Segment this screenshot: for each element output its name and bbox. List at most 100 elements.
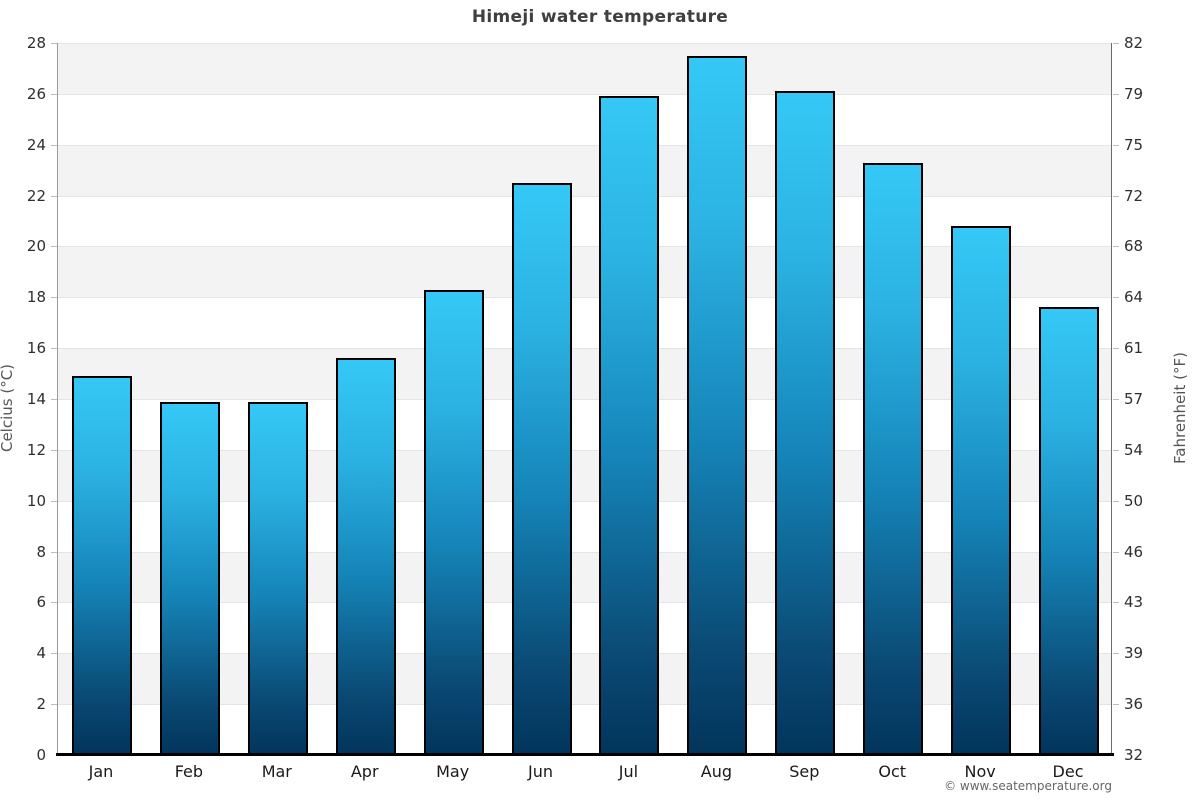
bar-apr: [335, 358, 396, 755]
tick-mark-left: [51, 602, 57, 604]
plot-band: [58, 93, 1111, 145]
y-axis-tick-fahrenheit: 39: [1124, 644, 1144, 663]
bar-sep: [775, 91, 836, 755]
bar-jul: [599, 96, 660, 755]
y-axis-title-fahrenheit: Fahrenheit (°F): [1171, 352, 1189, 464]
y-axis-tick-celsius: 6: [36, 593, 46, 612]
gridline: [58, 449, 1111, 451]
tick-mark-right: [1113, 399, 1119, 400]
plot-band: [58, 246, 1111, 298]
plot-band: [58, 297, 1111, 349]
y-axis-tick-fahrenheit: 61: [1124, 339, 1144, 358]
tick-mark-left: [51, 704, 57, 706]
tick-mark-right: [1113, 43, 1119, 44]
plot-band: [58, 195, 1111, 247]
tick-mark-right: [1113, 348, 1119, 350]
plot-band: [58, 348, 1111, 399]
y-axis-tick-celsius: 18: [26, 288, 46, 307]
tick-mark-right: [1113, 500, 1119, 502]
y-axis-tick-celsius: 22: [26, 186, 46, 205]
gridline: [58, 500, 1111, 502]
x-axis-label: Sep: [789, 762, 820, 781]
tick-mark-right: [1113, 602, 1119, 604]
y-axis-tick-fahrenheit: 50: [1124, 491, 1144, 510]
y-axis-tick-celsius: 16: [26, 339, 46, 358]
tick-mark-left: [51, 43, 57, 44]
copyright-footer: © www.seatemperature.org: [944, 779, 1112, 793]
x-axis-label: Oct: [878, 762, 907, 781]
gridline: [58, 195, 1111, 197]
gridline: [58, 43, 1111, 44]
bar-dec: [1039, 307, 1100, 755]
x-axis-label: Apr: [350, 762, 379, 781]
plot-band: [58, 704, 1111, 755]
tick-mark-left: [51, 399, 57, 400]
gridline: [58, 246, 1111, 248]
tick-mark-right: [1113, 246, 1119, 248]
plot-band: [58, 602, 1111, 654]
plot-area: [57, 43, 1112, 756]
y-axis-tick-celsius: 12: [26, 440, 46, 459]
y-axis-tick-celsius: 20: [26, 237, 46, 256]
gridline: [58, 297, 1111, 299]
plot-band: [58, 500, 1111, 552]
y-axis-tick-fahrenheit: 72: [1124, 186, 1144, 205]
y-axis-tick-celsius: 0: [36, 746, 46, 764]
gridline: [58, 399, 1111, 400]
tick-mark-left: [51, 551, 57, 553]
x-axis-label: May: [436, 762, 470, 781]
y-axis-tick-celsius: 24: [26, 135, 46, 154]
y-axis-tick-fahrenheit: 43: [1124, 593, 1144, 612]
tick-mark-right: [1113, 93, 1119, 95]
y-axis-tick-celsius: 14: [26, 390, 46, 408]
gridline: [58, 144, 1111, 146]
chart-title: Himeji water temperature: [471, 7, 729, 27]
bar-aug: [687, 55, 748, 755]
x-axis-line: [56, 753, 1114, 756]
y-axis-tick-celsius: 8: [36, 542, 46, 561]
bar-feb: [159, 401, 220, 755]
x-axis-label: Dec: [1052, 762, 1084, 781]
plot-band: [58, 551, 1111, 603]
y-axis-tick-fahrenheit: 68: [1124, 237, 1144, 256]
x-axis-label: Jul: [618, 762, 639, 781]
y-axis-tick-celsius: 4: [36, 644, 46, 663]
x-axis-label: Mar: [261, 762, 292, 781]
y-axis-tick-celsius: 26: [26, 84, 46, 103]
bar-nov: [951, 226, 1012, 755]
plot-band: [58, 144, 1111, 196]
y-axis-tick-fahrenheit: 46: [1124, 542, 1144, 561]
plot-band: [58, 449, 1111, 501]
bar-may: [423, 289, 484, 755]
tick-mark-left: [51, 246, 57, 248]
tick-mark-left: [51, 195, 57, 197]
gridline: [58, 348, 1111, 350]
plot-band: [58, 43, 1111, 94]
y-axis-tick-fahrenheit: 54: [1124, 440, 1144, 459]
tick-mark-left: [51, 348, 57, 350]
y-axis-tick-fahrenheit: 64: [1124, 288, 1144, 307]
gridline: [58, 704, 1111, 706]
x-axis-label: Jun: [528, 762, 554, 781]
tick-mark-right: [1113, 195, 1119, 197]
tick-mark-left: [51, 500, 57, 502]
tick-mark-left: [51, 653, 57, 655]
tick-mark-left: [51, 93, 57, 95]
gridline: [58, 602, 1111, 604]
plot-band: [58, 399, 1111, 450]
y-axis-tick-fahrenheit: 79: [1124, 84, 1144, 103]
y-axis-tick-fahrenheit: 57: [1124, 390, 1144, 408]
x-axis-label: Feb: [174, 762, 204, 781]
y-axis-tick-fahrenheit: 36: [1124, 695, 1144, 714]
y-axis-tick-fahrenheit: 75: [1124, 135, 1144, 154]
gridline: [58, 551, 1111, 553]
x-axis-label: Jan: [88, 762, 114, 781]
bar-jan: [71, 376, 132, 755]
tick-mark-left: [51, 297, 57, 299]
gridline: [58, 653, 1111, 655]
gridline: [58, 93, 1111, 95]
y-axis-tick-celsius: 28: [26, 34, 46, 52]
y-axis-tick-fahrenheit: 32: [1124, 746, 1144, 764]
tick-mark-left: [51, 449, 57, 451]
